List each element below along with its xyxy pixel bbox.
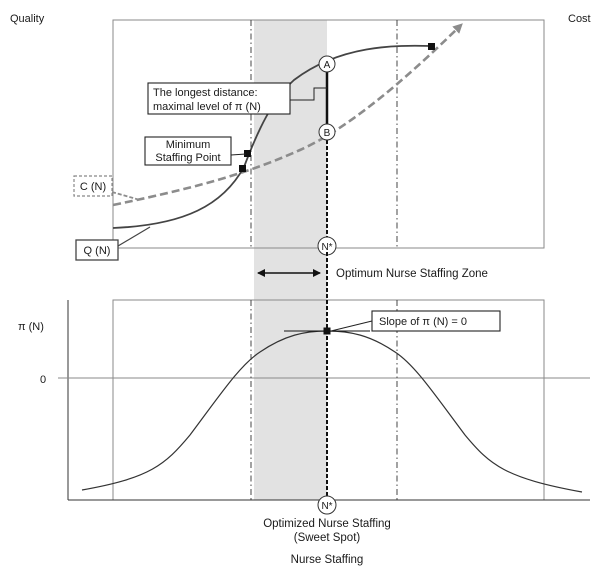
- quality-end-point: [428, 43, 435, 50]
- cost-curve: [112, 23, 463, 207]
- caption-line1: Optimized Nurse Staffing: [263, 518, 391, 530]
- optimum-point: [323, 327, 331, 335]
- cost-curve-label: C (N): [80, 181, 106, 193]
- longest-distance-callout: The longest distance: maximal level of π…: [147, 82, 327, 115]
- pi-n-axis-label: π (N): [18, 321, 44, 333]
- profit-curve: [81, 330, 583, 493]
- n-star-label-top: N*: [321, 242, 332, 253]
- optimum-zone-label: Optimum Nurse Staffing Zone: [336, 268, 488, 280]
- longest-distance-line2: maximal level of π (N): [153, 101, 261, 113]
- x-axis-label: Nurse Staffing: [291, 554, 364, 566]
- zero-label: 0: [40, 374, 46, 386]
- slope-callout: Slope of π (N) = 0: [330, 310, 501, 332]
- cost-axis-label: Cost: [568, 13, 591, 25]
- quality-curve-label-box: Q (N): [75, 226, 151, 261]
- point-a-marker: A: [318, 55, 336, 73]
- quality-curve-label: Q (N): [84, 245, 111, 257]
- slope-label: Slope of π (N) = 0: [379, 316, 467, 328]
- point-a-label: A: [324, 60, 331, 71]
- quality-curve: [112, 44, 433, 229]
- n-star-marker-bottom: N*: [317, 495, 337, 515]
- n-star-label-bottom: N*: [321, 501, 332, 512]
- point-b-label: B: [324, 128, 331, 139]
- longest-distance-line1: The longest distance:: [153, 87, 258, 99]
- min-staffing-callout: Minimum Staffing Point: [144, 136, 247, 166]
- min-staffing-line1: Minimum: [166, 139, 211, 151]
- top-panel: A B N* The longest distance: maximal lev…: [10, 13, 591, 500]
- cost-curve-label-box: C (N): [73, 175, 141, 201]
- quality-axis-label: Quality: [10, 13, 45, 25]
- bottom-panel: Slope of π (N) = 0 N* π (N) 0: [18, 252, 590, 515]
- point-b-marker: B: [318, 123, 336, 141]
- min-staffing-point: [244, 150, 251, 157]
- min-staffing-line2: Staffing Point: [155, 152, 220, 164]
- caption-line2: (Sweet Spot): [294, 532, 361, 544]
- cost-curve-point: [239, 165, 246, 172]
